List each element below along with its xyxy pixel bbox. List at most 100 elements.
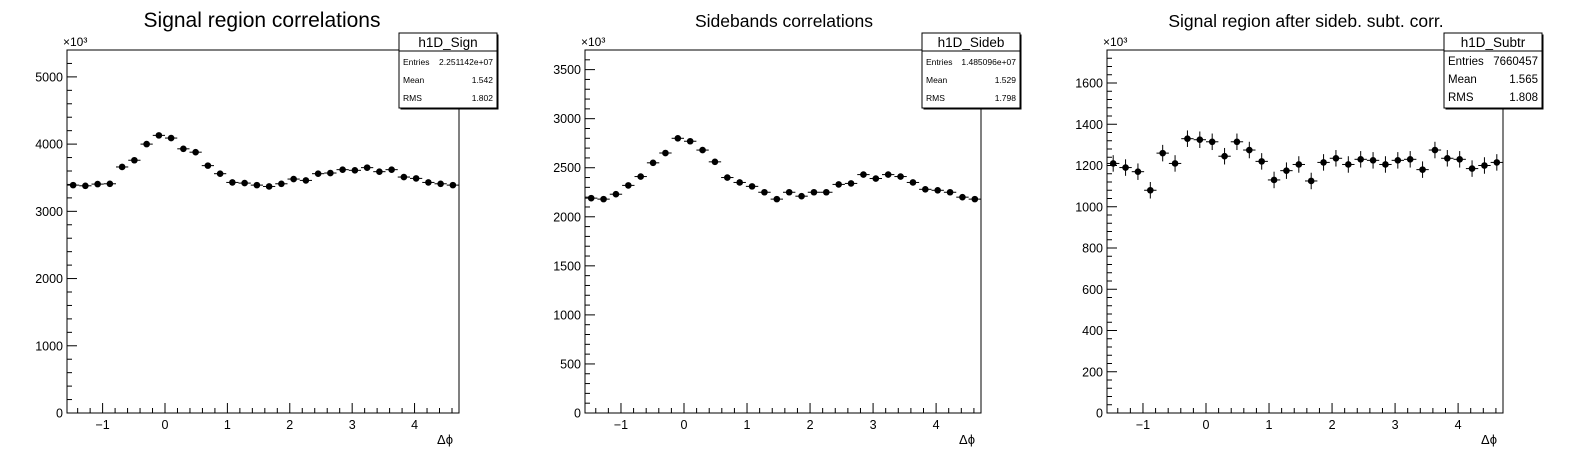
x-tick-label: 2 (286, 418, 293, 432)
chart-title: Signal region after sideb. subt. corr. (1168, 11, 1443, 31)
stats-label: Mean (403, 75, 425, 85)
data-point (1246, 146, 1253, 154)
x-axis-label: Δϕ (1481, 432, 1497, 447)
y-axis-multiplier: ×10³ (581, 35, 605, 49)
data-point (736, 179, 743, 186)
data-point (131, 156, 138, 164)
data-point (1332, 154, 1340, 162)
data-point (1171, 160, 1179, 167)
data-point (1221, 152, 1228, 160)
data-point (847, 180, 855, 187)
data-point (674, 134, 682, 142)
data-point (785, 188, 793, 196)
chart-panel-3: Signal region after sideb. subt. corr. ×1… (1075, 11, 1544, 447)
data-point (637, 173, 644, 180)
stats-box: h1D_Subtr Entries 7660457 Mean 1.565 RMS 1.808 (1443, 32, 1544, 110)
y-axis-multiplier: ×10³ (63, 35, 87, 49)
plot-frame (66, 49, 460, 414)
data-point (437, 180, 444, 188)
x-tick-label: 3 (870, 418, 877, 432)
data-point (1468, 165, 1476, 172)
y-tick-label: 1000 (35, 339, 63, 353)
data-point (82, 182, 89, 190)
data-point (748, 183, 756, 190)
data-point (1270, 176, 1278, 184)
data-point (363, 164, 371, 171)
stats-box-name: h1D_Sideb (938, 35, 1005, 50)
x-tick-label: 0 (681, 418, 688, 432)
stats-label: Entries (926, 57, 952, 67)
y-tick-label: 500 (560, 357, 581, 371)
y-tick-label: 2500 (553, 161, 581, 175)
x-tick-label: 4 (933, 418, 940, 432)
data-point (400, 173, 408, 181)
data-point (1345, 161, 1352, 168)
data-point (314, 170, 322, 177)
y-tick-label: 1000 (1075, 200, 1103, 214)
data-point (106, 180, 114, 188)
y-tick-label: 1600 (1075, 77, 1103, 91)
data-point (724, 174, 731, 181)
data-point (946, 188, 954, 196)
stats-label: RMS (1448, 92, 1474, 104)
stats-box-name: h1D_Subtr (1461, 35, 1526, 50)
x-tick-label: 0 (1203, 418, 1210, 432)
data-point (773, 195, 781, 203)
stats-box: h1D_Sign Entries 2.251142e+07 Mean 1.542 RMS 1… (398, 32, 499, 110)
data-point (155, 132, 163, 139)
data-point (229, 179, 236, 186)
y-tick-label: 2000 (35, 272, 63, 286)
stats-box-frame (398, 32, 498, 109)
y-tick-label: 1200 (1075, 159, 1103, 173)
x-tick-label: 3 (349, 418, 356, 432)
data-point (884, 171, 892, 178)
data-point (1431, 146, 1439, 154)
data-point (118, 163, 126, 171)
data-point (253, 181, 261, 189)
stats-value: 1.808 (1509, 92, 1538, 104)
y-axis-multiplier: ×10³ (1103, 35, 1127, 49)
stats-box-frame (1443, 32, 1543, 109)
stats-label: RMS (926, 93, 945, 103)
x-tick-label: −1 (95, 418, 109, 432)
y-tick-label: 1500 (553, 259, 581, 273)
stats-label: Entries (1448, 56, 1484, 68)
data-point (798, 192, 805, 200)
data-point (1369, 157, 1377, 164)
y-tick-label: 3500 (553, 63, 581, 77)
y-tick-label: 200 (1082, 365, 1103, 379)
stats-label: Mean (926, 75, 948, 85)
y-tick-label: 3000 (35, 205, 63, 219)
data-point (649, 159, 657, 167)
data-point (241, 179, 248, 187)
x-tick-label: 1 (224, 418, 231, 432)
x-tick-label: 1 (744, 418, 751, 432)
plot-frame (584, 49, 982, 414)
data-point (1320, 159, 1327, 166)
data-point (686, 137, 694, 145)
stats-label: RMS (403, 93, 422, 103)
stats-box-name: h1D_Sign (418, 35, 477, 50)
y-tick-label: 0 (56, 407, 63, 421)
x-tick-label: 2 (1329, 418, 1336, 432)
stats-value: 1.802 (472, 93, 494, 103)
data-point (449, 181, 457, 189)
stats-value: 1.798 (995, 93, 1017, 103)
data-point (971, 195, 979, 203)
y-tick-label: 1000 (553, 308, 581, 322)
y-tick-label: 5000 (35, 70, 63, 84)
data-point (192, 148, 199, 156)
data-point (1283, 167, 1290, 174)
data-point (265, 183, 273, 190)
data-point (922, 186, 929, 193)
data-point (204, 162, 212, 169)
chart-title: Signal region correlations (144, 9, 381, 32)
data-point (1233, 138, 1241, 146)
data-point (587, 194, 595, 202)
y-tick-label: 2000 (553, 210, 581, 224)
data-point (625, 182, 632, 189)
data-point (1134, 168, 1142, 175)
data-point (1109, 160, 1117, 167)
chart-panel-1: Signal region correlations ×10³ 0 1000 2000 3… (35, 9, 499, 447)
